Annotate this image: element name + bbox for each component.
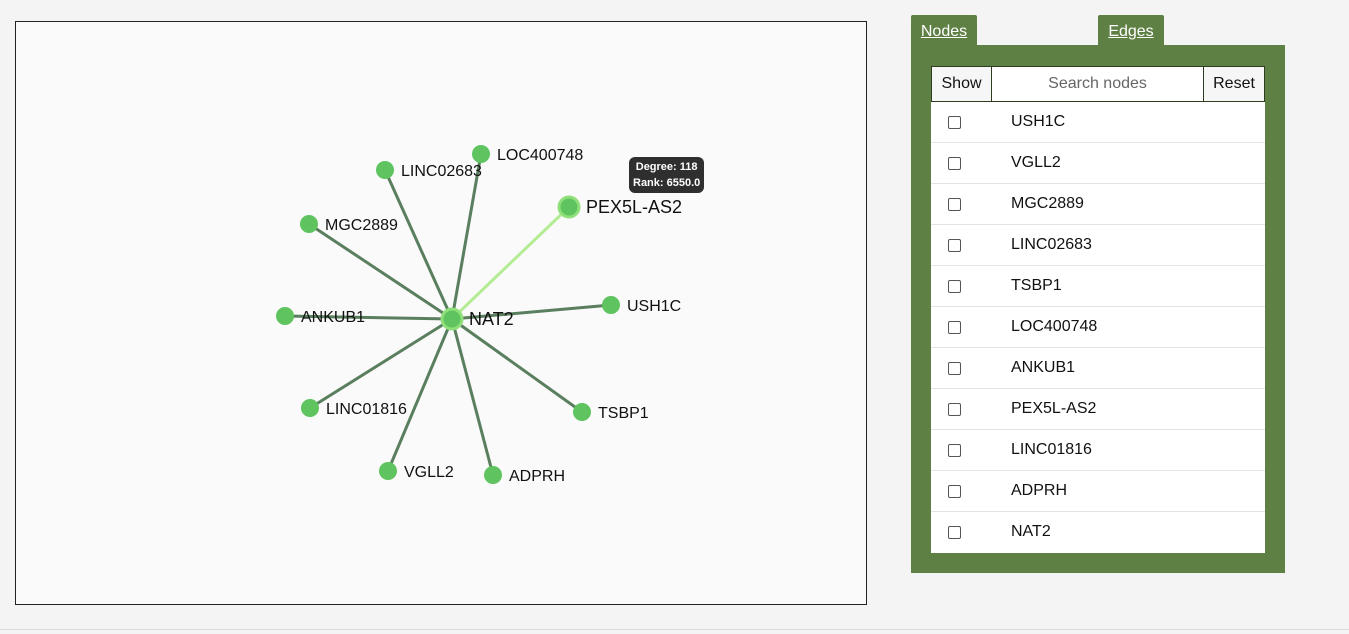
node-label-loc400748: LOC400748 [497,147,583,164]
node-linc02683[interactable] [376,161,394,179]
list-item-label: ANKUB1 [1011,359,1076,376]
list-item[interactable]: ADPRH [931,471,1265,512]
network-graph[interactable]: NAT2 LOC400748 LINC02683 PEX5L-AS2 MGC2889 US… [16,22,866,604]
list-item-label: VGLL2 [1011,154,1061,171]
node-tsbp1[interactable] [573,403,591,421]
node-label-ankub1: ANKUB1 [301,309,365,326]
list-item-label: NAT2 [1011,523,1051,540]
list-item[interactable]: NAT2 [931,512,1265,552]
checkbox[interactable] [948,525,961,539]
node-pex5l-as2[interactable] [557,195,581,219]
edge-tsbp1[interactable] [451,317,583,414]
node-label-adprh: ADPRH [509,468,565,485]
node-label-linc02683: LINC02683 [401,163,482,180]
node-adprh[interactable] [484,466,502,484]
checkbox[interactable] [948,115,961,129]
list-item-label: PEX5L-AS2 [1011,400,1097,417]
list-item-label: LINC01816 [1011,441,1092,458]
node-label-vgll2: VGLL2 [404,464,454,481]
list-item[interactable]: LINC01816 [931,430,1265,471]
node-tooltip: Degree: 118 Rank: 6550.0 [629,157,705,193]
checkbox[interactable] [948,156,961,170]
search-nodes-input[interactable] [992,66,1204,102]
list-item-label: TSBP1 [1011,277,1062,294]
edge-pex5l-as2[interactable] [450,205,571,321]
tab-nodes[interactable]: Nodes [911,15,977,45]
node-label-ush1c: USH1C [627,298,681,315]
checkbox[interactable] [948,320,961,334]
checkbox[interactable] [948,197,961,211]
edge-ush1c[interactable] [451,303,612,321]
edge-linc01816[interactable] [309,317,453,410]
node-label-mgc2889: MGC2889 [325,217,398,234]
edge-vgll2[interactable] [386,318,454,472]
node-label-linc01816: LINC01816 [326,401,407,418]
network-graph-panel[interactable]: NAT2 LOC400748 LINC02683 PEX5L-AS2 MGC2889 US… [15,21,867,605]
show-button[interactable]: Show [931,66,993,102]
checkbox[interactable] [948,402,961,416]
list-item[interactable]: TSBP1 [931,266,1265,307]
node-mgc2889[interactable] [300,215,318,233]
node-label-tsbp1: TSBP1 [598,405,649,422]
tab-edges[interactable]: Edges [1098,15,1164,45]
tooltip-rank: Rank: 6550.0 [633,177,701,189]
edge-adprh[interactable] [450,318,495,476]
tooltip-degree: Degree: 118 [635,161,698,173]
checkbox[interactable] [948,484,961,498]
node-linc01816[interactable] [301,399,319,417]
edge-ankub1[interactable] [284,314,453,321]
list-item-label: LINC02683 [1011,236,1092,253]
node-nat2[interactable] [440,307,464,331]
list-item[interactable]: LINC02683 [931,225,1265,266]
edge-mgc2889[interactable] [308,222,453,321]
checkbox[interactable] [948,238,961,252]
checkbox[interactable] [948,443,961,457]
checkbox[interactable] [948,279,961,293]
side-panel: Nodes Edges Show Reset USH1C VGLL2 MGC2889… [911,15,1285,573]
node-toolbar: Show Reset [931,66,1265,102]
reset-button[interactable]: Reset [1203,66,1265,102]
list-item-label: LOC400748 [1011,318,1098,335]
list-item[interactable]: VGLL2 [931,143,1265,184]
node-ankub1[interactable] [276,307,294,325]
list-item-label: ADPRH [1011,482,1068,499]
list-item-label: MGC2889 [1011,195,1084,212]
edge-linc02683[interactable] [383,169,454,320]
checkbox[interactable] [948,361,961,375]
list-item[interactable]: LOC400748 [931,307,1265,348]
edge-loc400748[interactable] [450,153,483,320]
list-item[interactable]: USH1C [931,102,1265,143]
list-item[interactable]: MGC2889 [931,184,1265,225]
divider [0,629,1349,630]
nodes-tab-content: Show Reset USH1C VGLL2 MGC2889 LINC02683 TSB… [911,45,1285,573]
node-ush1c[interactable] [602,296,620,314]
node-label-nat2: NAT2 [469,309,514,329]
node-loc400748[interactable] [472,145,490,163]
list-item[interactable]: ANKUB1 [931,348,1265,389]
list-item[interactable]: PEX5L-AS2 [931,389,1265,430]
list-item-label: USH1C [1011,113,1066,130]
node-label-pex5l-as2: PEX5L-AS2 [586,197,682,217]
node-vgll2[interactable] [379,462,397,480]
node-list: USH1C VGLL2 MGC2889 LINC02683 TSBP1 LOC400748… [931,102,1265,553]
